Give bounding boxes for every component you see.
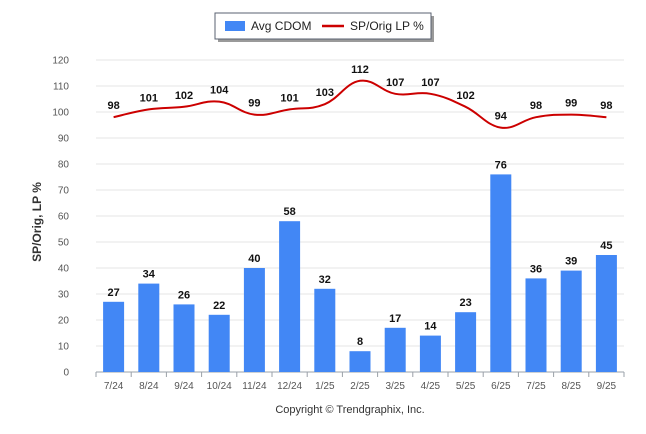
bar-data-label: 36 xyxy=(530,263,542,275)
bar-avg-cdom xyxy=(314,288,336,372)
bar-avg-cdom xyxy=(525,278,547,372)
bar-avg-cdom xyxy=(243,268,265,372)
line-data-label: 98 xyxy=(107,100,119,112)
bar-avg-cdom xyxy=(208,314,230,372)
y-tick-label: 0 xyxy=(63,368,69,379)
legend-label-avg-cdom: Avg CDOM xyxy=(251,19,311,33)
bar-avg-cdom xyxy=(138,283,160,372)
bar-data-label: 45 xyxy=(600,240,612,252)
x-tick-label: 4/25 xyxy=(421,381,441,392)
bar-data-label: 8 xyxy=(357,336,363,348)
x-tick-label: 12/24 xyxy=(277,381,302,392)
bar-data-label: 27 xyxy=(107,287,119,299)
bar-data-label: 22 xyxy=(213,300,225,312)
y-tick-label: 120 xyxy=(52,56,69,67)
x-tick-label: 5/25 xyxy=(456,381,476,392)
legend-swatch-avg-cdom xyxy=(225,21,245,31)
y-tick-label: 10 xyxy=(58,342,70,353)
bar-avg-cdom xyxy=(173,304,195,372)
bar-data-label: 76 xyxy=(495,159,507,171)
x-tick-label: 10/24 xyxy=(207,381,232,392)
y-tick-label: 30 xyxy=(58,290,70,301)
line-data-label: 94 xyxy=(495,111,508,123)
x-tick-label: 6/25 xyxy=(491,381,511,392)
data-labels: 27 34 26 22 40 58 32 8 17 14 23 76 36 39 45 98 101 102 104… xyxy=(107,64,612,348)
line-data-label: 98 xyxy=(530,100,542,112)
bar-avg-cdom xyxy=(103,301,125,372)
bar-avg-cdom xyxy=(560,270,582,372)
line-series-sp-orig-lp xyxy=(113,79,607,129)
line-data-label: 103 xyxy=(316,87,334,99)
y-tick-label: 100 xyxy=(52,108,69,119)
line-data-label: 99 xyxy=(248,98,260,110)
bar-data-label: 39 xyxy=(565,256,577,268)
legend-label-sp-orig-lp: SP/Orig LP % xyxy=(350,19,424,33)
bar-data-label: 23 xyxy=(459,297,471,309)
line-data-label: 99 xyxy=(565,98,577,110)
bar-avg-cdom xyxy=(279,221,301,372)
bar-avg-cdom xyxy=(384,327,406,372)
bar-data-label: 26 xyxy=(178,289,190,301)
bar-avg-cdom xyxy=(595,255,617,372)
line-data-label: 107 xyxy=(421,77,439,89)
y-tick-label: 50 xyxy=(58,238,70,249)
bar-series-avg-cdom xyxy=(103,174,617,372)
y-tick-label: 40 xyxy=(58,264,70,275)
legend: Avg CDOM SP/Orig LP % xyxy=(214,12,434,42)
x-tick-label: 11/24 xyxy=(242,381,267,392)
y-tick-label: 80 xyxy=(58,160,70,171)
y-tick-label: 20 xyxy=(58,316,70,327)
bar-avg-cdom xyxy=(419,335,441,372)
x-tick-label: 8/24 xyxy=(139,381,159,392)
bar-data-label: 17 xyxy=(389,313,401,325)
line-data-label: 101 xyxy=(140,92,158,104)
x-tick-label: 7/25 xyxy=(526,381,546,392)
axes: 0 10 20 30 40 50 60 70 80 90 100 110 120 7/24 8/24 9/24… xyxy=(52,56,625,392)
line-data-label: 101 xyxy=(280,92,298,104)
x-tick-label: 2/25 xyxy=(350,381,370,392)
y-tick-label: 90 xyxy=(58,134,70,145)
bar-data-label: 32 xyxy=(319,274,331,286)
x-tick-label: 1/25 xyxy=(315,381,335,392)
bar-data-label: 14 xyxy=(424,321,437,333)
y-tick-label: 110 xyxy=(53,82,69,93)
y-tick-label: 70 xyxy=(58,186,70,197)
bar-data-label: 34 xyxy=(143,269,156,281)
line-data-label: 102 xyxy=(175,90,193,102)
bar-avg-cdom xyxy=(349,351,371,372)
bar-avg-cdom xyxy=(490,174,512,372)
x-tick-label: 7/24 xyxy=(104,381,124,392)
x-tick-label: 8/25 xyxy=(561,381,581,392)
line-data-label: 112 xyxy=(351,64,369,76)
y-tick-label: 60 xyxy=(58,212,70,223)
line-data-label: 98 xyxy=(600,100,612,112)
x-tick-label: 9/25 xyxy=(597,381,617,392)
line-data-label: 107 xyxy=(386,77,404,89)
bar-data-label: 58 xyxy=(283,206,295,218)
bar-avg-cdom xyxy=(455,312,477,372)
x-tick-label: 3/25 xyxy=(385,381,405,392)
y-axis-title: SP/Orig, LP % xyxy=(30,182,44,262)
bar-data-label: 40 xyxy=(248,253,260,265)
copyright-text: Copyright © Trendgraphix, Inc. xyxy=(275,404,424,416)
line-data-label: 102 xyxy=(456,90,474,102)
line-data-label: 104 xyxy=(210,85,229,97)
x-tick-label: 9/24 xyxy=(174,381,194,392)
